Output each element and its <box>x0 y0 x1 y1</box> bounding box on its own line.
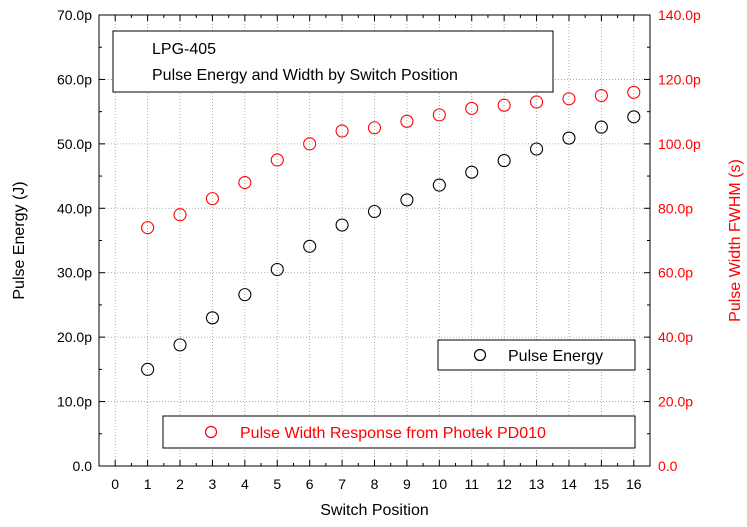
pulse-energy-point <box>465 165 479 179</box>
pulse-width-point <box>238 175 252 190</box>
pulse-energy-point <box>594 120 608 134</box>
legend-width-label: Pulse Width Response from Photek PD010 <box>240 425 546 442</box>
y-right-tick-label: 0.0 <box>658 458 678 474</box>
pulse-energy-point <box>497 154 511 168</box>
pulse-width-point <box>562 92 576 106</box>
pulse-width-point <box>173 208 187 222</box>
pulse-width-point <box>270 153 284 167</box>
pulse-width-point <box>335 124 349 138</box>
pulse-energy-point <box>270 262 284 277</box>
legend-width-marker <box>204 425 218 439</box>
y-left-tick-label: 20.0p <box>57 329 92 345</box>
legend-energy-frame <box>437 339 636 371</box>
pulse-energy-point <box>238 288 252 302</box>
y-left-tick-label: 70.0p <box>57 7 92 23</box>
annotation-box: LPG-405 Pulse Energy and Width by Switch… <box>112 30 554 93</box>
right-axis-tick-labels: 0.0 20.0p 40.0p 60.0p 80.0p 100.0p 120.0p 140.0… <box>658 7 701 474</box>
x-tick-label: 6 <box>306 476 314 492</box>
x-tick-label: 7 <box>338 476 346 492</box>
legend-energy: Pulse Energy <box>437 339 636 371</box>
pulse-energy-point <box>432 178 446 192</box>
pulse-width-point <box>432 108 446 122</box>
annotation-line-1: LPG-405 <box>152 41 216 58</box>
data-points <box>141 85 641 376</box>
x-tick-label: 11 <box>464 476 479 492</box>
pulse-energy-point <box>173 338 187 352</box>
y-right-tick-label: 20.0p <box>658 394 693 410</box>
pulse-width-point <box>400 114 414 128</box>
y-right-tick-label: 140.0p <box>658 7 701 23</box>
pulse-width-point <box>205 192 219 206</box>
annotation-box-frame <box>112 30 554 93</box>
pulse-energy-point <box>335 218 349 232</box>
legend-width: Pulse Width Response from Photek PD010 <box>162 415 636 449</box>
x-axis-tick-labels: 0 1 2 3 4 5 6 7 8 9 10 11 12 13 14 15 16 <box>111 476 641 492</box>
y-right-tick-label: 60.0p <box>658 265 693 281</box>
y-left-tick-label: 0.0 <box>73 458 93 474</box>
pulse-width-point <box>530 95 544 109</box>
y-left-tick-label: 10.0p <box>57 394 92 410</box>
x-tick-label: 2 <box>176 476 184 492</box>
y-right-tick-label: 100.0p <box>658 136 701 152</box>
y-right-tick-label: 120.0p <box>658 71 701 87</box>
pulse-energy-point <box>303 239 317 253</box>
x-tick-label: 3 <box>209 476 217 492</box>
legend-width-frame <box>162 415 636 449</box>
pulse-width-point <box>465 101 479 115</box>
pulse-width-point <box>367 121 382 135</box>
y-left-tick-label: 30.0p <box>57 265 92 281</box>
left-axis-title: Pulse Energy (J) <box>11 181 28 299</box>
y-left-tick-label: 40.0p <box>57 200 92 216</box>
pulse-energy-point <box>205 311 219 325</box>
y-left-tick-label: 60.0p <box>57 71 92 87</box>
x-tick-label: 5 <box>273 476 281 492</box>
pulse-width-point <box>303 137 317 151</box>
pulse-width-point <box>627 85 641 99</box>
x-tick-label: 16 <box>626 476 642 492</box>
pulse-width-point <box>594 88 608 103</box>
x-tick-label: 10 <box>432 476 448 492</box>
legend-energy-marker <box>473 348 487 362</box>
pulse-energy-point <box>141 362 155 376</box>
x-tick-label: 1 <box>144 476 152 492</box>
legend-energy-label: Pulse Energy <box>508 348 603 365</box>
pulse-width-point <box>497 98 511 112</box>
plot-frame <box>98 14 651 467</box>
x-tick-label: 13 <box>529 476 545 492</box>
y-left-tick-label: 50.0p <box>57 136 92 152</box>
x-axis-title: Switch Position <box>320 502 429 519</box>
pulse-energy-point <box>530 142 544 156</box>
pulse-width-point <box>141 221 155 235</box>
right-axis-title: Pulse Width FWHM (s) <box>727 159 744 322</box>
x-tick-label: 4 <box>241 476 249 492</box>
pulse-energy-point <box>627 110 641 124</box>
pulse-energy-point <box>400 193 414 207</box>
x-tick-label: 14 <box>561 476 577 492</box>
x-tick-label: 0 <box>111 476 119 492</box>
x-tick-label: 8 <box>371 476 379 492</box>
x-tick-label: 12 <box>496 476 512 492</box>
pulse-energy-point <box>367 204 382 219</box>
y-right-tick-label: 80.0p <box>658 200 693 216</box>
left-axis-tick-labels: 0.0 10.0p 20.0p 30.0p 40.0p 50.0p 60.0p 70.0p <box>57 7 92 474</box>
x-tick-label: 15 <box>594 476 610 492</box>
pulse-energy-point <box>562 131 576 145</box>
y-right-tick-label: 40.0p <box>658 329 693 345</box>
annotation-line-2: Pulse Energy and Width by Switch Positio… <box>152 67 458 84</box>
x-tick-label: 9 <box>403 476 411 492</box>
